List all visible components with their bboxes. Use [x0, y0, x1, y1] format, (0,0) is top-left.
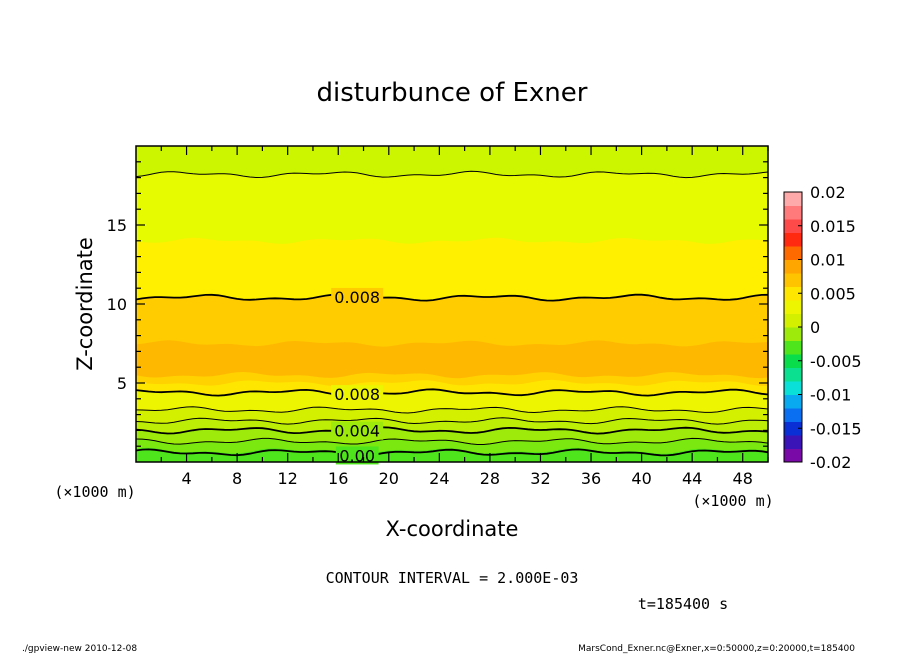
x-axis-ticks: 4 8 12 16 20 24 28 32 36 40 44 48 [160, 146, 769, 488]
colorbar-segment [784, 192, 802, 206]
contour-label: 0.008 [334, 288, 380, 307]
contour-interval-text: CONTOUR INTERVAL = 2.000E-03 [326, 569, 579, 587]
colorbar [783, 191, 803, 463]
colorbar-segment [784, 448, 802, 463]
contour-label-bg [331, 385, 384, 404]
time-text: t=185400 s [638, 595, 728, 613]
colorbar-segment [784, 327, 802, 341]
contour-line [135, 417, 769, 425]
x-tick-label: 20 [379, 469, 399, 488]
chart-title: disturbunce of Exner [317, 78, 588, 108]
x-tick-label: 12 [278, 469, 298, 488]
y-axis-label: Z-coordinate [73, 237, 97, 371]
contour-lines [135, 170, 769, 457]
colorbar-segment [784, 354, 802, 368]
colorbar-segment [784, 286, 802, 301]
x-unit-label-left: (×1000 m) [54, 483, 135, 501]
contour-label: 0.004 [334, 422, 380, 441]
colorbar-tick-label: -0.01 [810, 386, 851, 405]
footer-right: MarsCond_Exner.nc@Exner,x=0:50000,z=0:20… [578, 644, 855, 654]
contour-label: 0.00 [339, 446, 375, 465]
x-tick-label: 16 [328, 469, 348, 488]
contour-line [135, 448, 769, 457]
x-axis-label: X-coordinate [386, 517, 519, 541]
x-tick-label: 32 [530, 469, 550, 488]
x-tick-label: 48 [733, 469, 753, 488]
x-tick-label: 40 [631, 469, 651, 488]
contour-line [135, 406, 769, 414]
y-tick-label: 10 [107, 295, 127, 314]
colorbar-segment [784, 394, 802, 409]
colorbar-tick-label: 0.02 [810, 183, 846, 202]
contour-line [135, 437, 769, 445]
y-tick-label: 5 [117, 374, 127, 393]
contour-line [135, 293, 769, 302]
x-unit-label-right: (×1000 m) [692, 492, 773, 510]
x-tick-label: 28 [480, 469, 500, 488]
colorbar-segment [784, 246, 802, 260]
colorbar-ticks: 0.02 0.015 0.01 0.005 0 -0.005 -0.01 -0.015 -0.0… [798, 183, 862, 472]
colorbar-segment [784, 435, 802, 449]
colorbar-tick-label: 0.015 [810, 217, 856, 236]
colorbar-segment [784, 259, 802, 274]
colorbar-segment [784, 367, 802, 382]
contour-line [135, 388, 769, 397]
y-axis-ticks: 5 10 15 [107, 161, 768, 447]
colorbar-segment [784, 205, 802, 220]
colorbar-tick-label: 0 [810, 318, 820, 337]
colorbar-segment [784, 340, 802, 355]
colorbar-segment [784, 300, 802, 314]
colorbar-segment [784, 273, 802, 287]
contour-labels: 0.00 0.004 0.008 0.008 [331, 287, 384, 465]
x-tick-label: 36 [581, 469, 601, 488]
colorbar-segment [784, 408, 802, 422]
x-tick-label: 8 [232, 469, 242, 488]
contour-line [135, 426, 769, 435]
colorbar-tick-label: 0.01 [810, 251, 846, 270]
colorbar-segment [784, 313, 802, 328]
contour-fill-bands [136, 146, 768, 463]
y-tick-label: 15 [107, 216, 127, 235]
colorbar-segment [784, 421, 802, 436]
colorbar-segment [784, 381, 802, 395]
colorbar-tick-label: -0.005 [810, 352, 862, 371]
colorbar-tick-label: -0.015 [810, 419, 862, 438]
colorbar-tick-label: -0.02 [810, 453, 851, 472]
x-tick-label: 4 [181, 469, 191, 488]
colorbar-segment [784, 232, 802, 247]
footer-left: ./gpview-new 2010-12-08 [22, 644, 137, 654]
contour-label: 0.008 [334, 385, 380, 404]
contour-label-bg [331, 421, 384, 440]
contour-label-bg [335, 446, 379, 465]
x-tick-label: 24 [429, 469, 449, 488]
colorbar-tick-label: 0.005 [810, 284, 856, 303]
contour-line [135, 170, 769, 179]
x-tick-label: 44 [682, 469, 702, 488]
contour-label-bg [331, 287, 384, 306]
colorbar-segment [784, 219, 802, 233]
